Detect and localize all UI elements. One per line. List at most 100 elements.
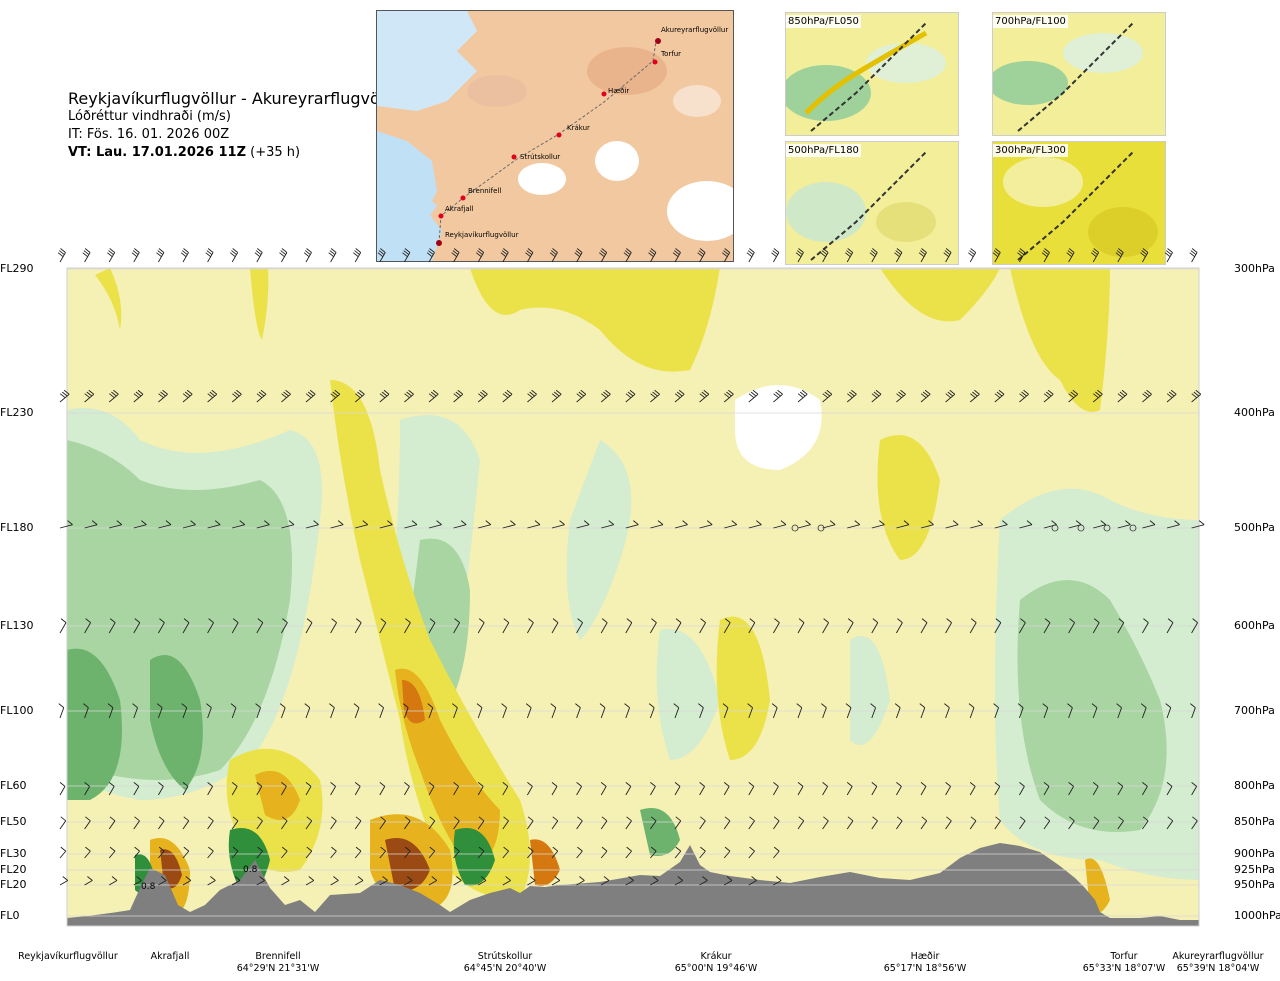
wind-barb: [1092, 781, 1099, 796]
wind-barb: [132, 703, 138, 719]
location-name: Krákur: [700, 951, 732, 962]
wind-barb: [846, 389, 857, 403]
wind-barb: [945, 389, 956, 403]
wind-barb: [943, 248, 952, 263]
wind-barb: [1019, 389, 1029, 403]
wind-barb: [84, 846, 91, 859]
wind-barb: [1019, 618, 1026, 634]
wind-barb: [674, 876, 684, 886]
wind-barb: [1142, 618, 1149, 634]
wind-barb: [527, 876, 536, 886]
wind-barb: [600, 781, 607, 796]
wind-barb: [281, 876, 290, 886]
wind-barb: [871, 816, 878, 830]
location-coord: 65°39'N 18°04'W: [1176, 963, 1260, 974]
wind-barb: [231, 876, 241, 886]
thumb-850hpa[interactable]: 850hPa/FL050: [785, 12, 959, 136]
wind-barb: [773, 876, 782, 886]
wind-barb: [944, 703, 950, 719]
wind-barb: [354, 816, 362, 830]
wind-barb: [1043, 816, 1051, 830]
wind-barb: [672, 248, 681, 263]
wind-barb: [207, 389, 218, 403]
wind-barb: [551, 846, 559, 859]
wind-barb: [330, 520, 344, 529]
wind-barb: [723, 876, 733, 886]
wind-barb: [1068, 816, 1075, 830]
level-label-fl: FL60: [0, 779, 27, 792]
wind-barb: [527, 389, 537, 403]
wind-barb: [699, 781, 705, 796]
wind-barb: [158, 520, 172, 529]
wind-barb: [771, 703, 778, 719]
wind-barb: [527, 816, 534, 830]
wind-barb: [1092, 389, 1103, 403]
wind-barb: [650, 816, 657, 830]
wind-barb: [574, 248, 583, 263]
wind-barb: [525, 703, 532, 719]
level-label-hpa: 700hPa: [1234, 704, 1275, 717]
wind-barb: [232, 520, 246, 529]
wind-barb: [723, 846, 731, 859]
wind-barb: [379, 816, 386, 830]
wind-barb: [502, 781, 509, 796]
wind-barb: [796, 703, 803, 719]
wind-barb: [1017, 703, 1024, 719]
wind-barb: [109, 520, 123, 529]
wind-barb: [1166, 816, 1174, 830]
wind-barb: [1041, 248, 1050, 263]
wind-barb: [502, 389, 513, 403]
wind-barb: [354, 389, 365, 403]
location-label: Reykjavíkurflugvöllur: [8, 951, 128, 963]
map-point: [436, 240, 442, 246]
calm-wind-marker: [1129, 524, 1137, 532]
level-label-hpa: 400hPa: [1234, 406, 1275, 419]
wind-barb: [428, 618, 436, 634]
wind-barb: [1043, 389, 1054, 403]
wind-barb: [404, 876, 413, 886]
thumb-300hpa[interactable]: 300hPa/FL300: [992, 141, 1166, 265]
wind-barb: [994, 781, 1001, 796]
wind-barb: [281, 618, 288, 634]
thumb-500hpa[interactable]: 500hPa/FL180: [785, 141, 959, 265]
wind-barb: [428, 846, 436, 859]
wind-barb: [648, 248, 657, 263]
wind-barb: [773, 618, 780, 634]
thumb-700hpa[interactable]: 700hPa/FL100: [992, 12, 1166, 136]
wind-barb: [1067, 703, 1073, 719]
wind-barb: [428, 781, 435, 796]
wind-barb: [650, 520, 664, 529]
wind-barb: [1191, 816, 1198, 830]
wind-barb: [992, 248, 1001, 263]
wind-barb: [1092, 618, 1100, 634]
wind-barb: [453, 520, 467, 529]
wind-barb: [748, 846, 755, 859]
wind-barb: [968, 703, 975, 719]
wind-barb: [256, 781, 263, 796]
wind-barb: [1068, 781, 1074, 796]
wind-barb: [305, 389, 316, 403]
wind-barb: [256, 618, 264, 634]
wind-barb: [699, 876, 708, 886]
wind-barb: [773, 781, 779, 796]
annotation-0: 0.8: [141, 882, 156, 892]
wind-barb: [379, 520, 393, 529]
wind-barb: [379, 618, 387, 634]
wind-barb: [205, 248, 214, 263]
wind-barb: [723, 781, 730, 796]
wind-barb: [379, 846, 386, 859]
location-label: Krákur 65°00'N 19°46'W: [656, 951, 776, 975]
wind-barb: [477, 876, 487, 886]
wind-barb: [748, 816, 755, 830]
wind-barb: [107, 703, 114, 719]
wind-barb: [1191, 781, 1197, 796]
calm-wind-marker: [1103, 524, 1111, 532]
location-name: Hæðir: [910, 951, 940, 962]
wind-barb: [330, 846, 337, 859]
wind-barb: [59, 781, 66, 796]
wind-barb: [428, 389, 439, 403]
thumb-300hpa-label: 300hPa/FL300: [993, 144, 1068, 157]
wind-barb: [1019, 781, 1025, 796]
wind-barb: [1166, 520, 1180, 529]
wind-barb: [305, 781, 312, 796]
